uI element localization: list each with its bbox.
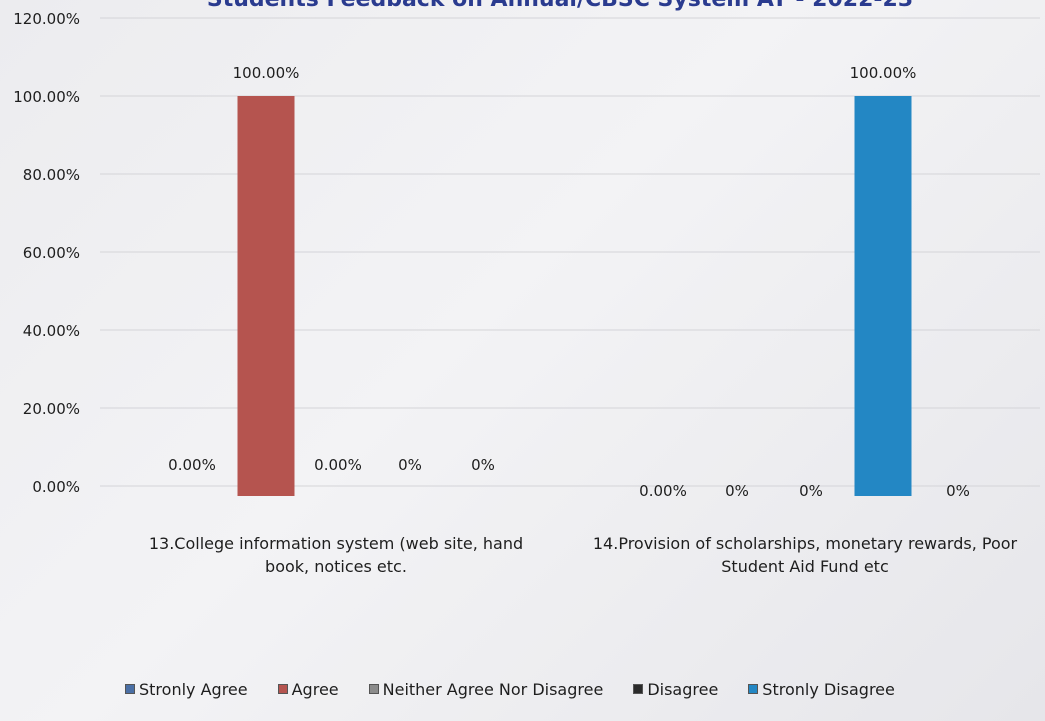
legend-swatch [125,684,135,694]
legend-item: Neither Agree Nor Disagree [368,679,604,699]
data-label: 0% [398,456,422,474]
bar [237,96,295,496]
legend-label: Neither Agree Nor Disagree [382,679,604,699]
y-tick-label: 0.00% [32,478,80,496]
legend: Stronly Agree Agree Neither Agree Nor Disa… [125,672,895,706]
category-label: 14.Provision of scholarships, monetary r… [593,534,1018,553]
y-axis: 0.00% 20.00% 40.00% 60.00% 80.00% 100.00% 120.… [13,10,80,496]
bars [237,96,912,496]
legend-item: Disagree [633,680,718,699]
data-label: 100.00% [850,64,917,82]
data-label: 0.00% [639,482,687,500]
y-tick-label: 40.00% [23,322,80,340]
y-tick-label: 60.00% [23,244,80,262]
legend-swatch [368,684,379,694]
data-label: 0% [799,482,823,500]
legend-label: Disagree [647,679,719,699]
category-label: book, notices etc. [265,557,407,576]
legend-swatch [277,684,288,694]
y-tick-label: 100.00% [13,88,80,106]
data-label: 0.00% [314,456,362,474]
legend-item: Stronly Disagree [748,680,895,699]
y-tick-label: 80.00% [23,166,80,184]
y-tick-label: 20.00% [23,400,80,418]
legend-label: Stronly Agree [139,679,248,699]
y-tick-label: 120.00% [13,10,80,28]
data-labels: 0.00% 100.00% 0.00% 0.00% 0% 0% 0% 0% 100.00% 0% [168,64,970,500]
chart-title: Students Feedback on Annual/CBSC System … [207,0,913,12]
bar [854,96,912,496]
legend-item: Agree [277,679,339,699]
data-label: 0% [471,456,495,474]
legend-label: Stronly Disagree [762,679,895,699]
legend-label: Agree [291,679,339,699]
legend-swatch [633,684,644,694]
data-label: 0% [725,482,749,500]
category-label: Student Aid Fund etc [721,557,888,576]
legend-item: Stronly Agree [125,680,248,699]
category-label: 13.College information system (web site,… [149,534,523,553]
data-label: 0% [946,482,970,500]
data-label: 0.00% [168,456,216,474]
category-labels: 13.College information system (web site,… [149,534,1018,576]
legend-swatch [748,684,759,694]
data-label: 100.00% [233,64,300,82]
